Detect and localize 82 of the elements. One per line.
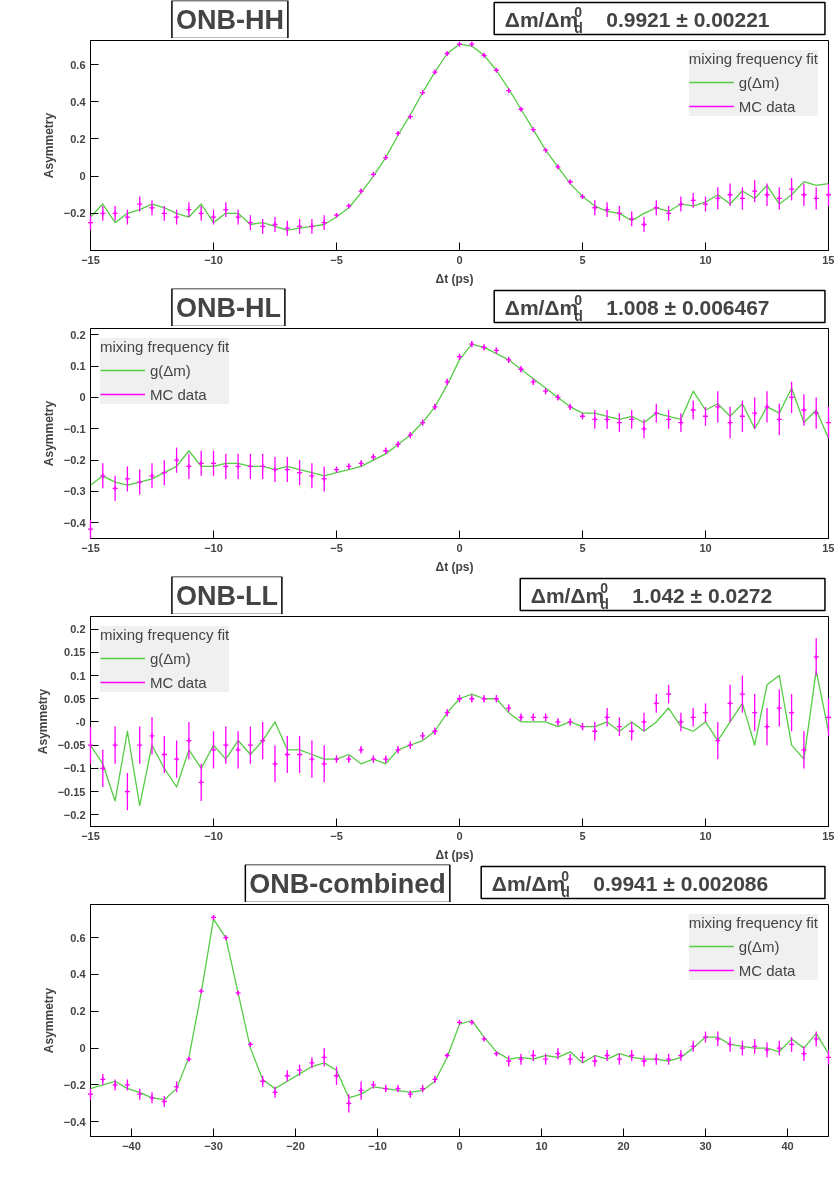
x-tick-label: −5 <box>330 253 343 266</box>
y-axis-title: Asymmetry <box>41 112 56 179</box>
y-tick-label: 0.4 <box>70 968 87 981</box>
x-tick-label: −10 <box>368 1139 387 1152</box>
y-tick-label: 0.4 <box>70 95 87 108</box>
legend-label: MC data <box>738 961 796 979</box>
x-tick-label: 5 <box>579 541 586 554</box>
y-axis-title: Asymmetry <box>41 400 56 467</box>
x-tick-label: −30 <box>204 1139 223 1152</box>
x-tick-label: −10 <box>204 541 223 554</box>
x-tick-label: 5 <box>579 253 586 266</box>
x-tick-label: −15 <box>81 253 100 266</box>
y-tick-label: −0.3 <box>63 485 86 498</box>
legend-label: g(Δm) <box>738 937 780 955</box>
legend-title: mixing frequency fit <box>688 914 818 931</box>
legend-label: g(Δm) <box>738 73 780 91</box>
line-series <box>90 670 829 807</box>
y-tick-label: 0 <box>79 391 86 404</box>
y-tick-label: 0.1 <box>70 360 86 373</box>
chart-title: ONB-HL <box>175 292 281 323</box>
y-axis-title: Asymmetry <box>35 688 50 755</box>
x-tick-label: 20 <box>617 1139 630 1152</box>
y-tick-label: −0.15 <box>57 785 86 798</box>
x-tick-label: 10 <box>699 541 712 554</box>
chart-title: ONB-combined <box>249 868 446 899</box>
y-tick-label: 0.2 <box>70 328 86 341</box>
legend-title: mixing frequency fit <box>688 50 818 67</box>
y-tick-label: −0.2 <box>63 1078 86 1091</box>
legend-label: g(Δm) <box>150 649 191 667</box>
x-axis-title: Δt (ps) <box>435 559 474 574</box>
y-axis-title: Asymmetry <box>41 987 56 1054</box>
x-tick-label: 30 <box>699 1139 712 1152</box>
y-tick-label: 0.6 <box>70 931 86 944</box>
x-tick-label: 5 <box>579 829 586 842</box>
chart-title: ONB-HH <box>175 4 284 35</box>
legend-title: mixing frequency fit <box>100 626 230 643</box>
x-tick-label: 0 <box>456 253 463 266</box>
x-tick-label: 15 <box>822 253 834 266</box>
x-tick-label: −40 <box>122 1139 141 1152</box>
y-tick-label: 0.2 <box>70 133 86 145</box>
legend-label: MC data <box>150 673 207 691</box>
line-series <box>90 343 829 486</box>
y-tick-label: -0 <box>75 715 86 728</box>
x-tick-label: 15 <box>822 829 834 842</box>
y-tick-label: 0.15 <box>64 646 86 659</box>
y-tick-label: −0.4 <box>63 1115 87 1128</box>
x-tick-label: −10 <box>204 253 223 266</box>
x-tick-label: 40 <box>781 1139 794 1152</box>
legend-label: MC data <box>150 385 207 403</box>
y-tick-label: 0.1 <box>70 669 86 682</box>
x-tick-label: 0 <box>456 1139 463 1152</box>
x-tick-label: −10 <box>204 829 223 842</box>
y-tick-label: 0.2 <box>70 623 86 636</box>
y-tick-label: −0.1 <box>63 422 86 435</box>
y-tick-label: −0.2 <box>63 454 86 467</box>
x-tick-label: 15 <box>822 541 834 554</box>
x-tick-label: 10 <box>535 1139 548 1152</box>
y-tick-label: −0.05 <box>57 739 86 752</box>
x-tick-label: 0 <box>456 541 463 554</box>
x-tick-label: 10 <box>699 829 712 842</box>
x-tick-label: −5 <box>330 541 343 554</box>
y-tick-label: −0.4 <box>63 516 87 529</box>
y-tick-label: 0.2 <box>70 1005 86 1018</box>
x-tick-label: 10 <box>699 253 712 266</box>
x-axis-title: Δt (ps) <box>435 271 474 286</box>
y-tick-label: 0 <box>79 170 86 183</box>
legend-label: g(Δm) <box>150 361 191 379</box>
x-axis-title: Δt (ps) <box>435 847 474 862</box>
y-tick-label: 0.6 <box>70 58 86 71</box>
y-tick-label: 0.05 <box>64 692 86 705</box>
legend-label: MC data <box>738 97 796 115</box>
chart-title: ONB-LL <box>175 580 278 611</box>
y-tick-label: −0.1 <box>63 762 86 775</box>
x-tick-label: −20 <box>286 1139 305 1152</box>
x-tick-label: 0 <box>456 829 463 842</box>
y-tick-label: −0.2 <box>63 808 86 821</box>
x-tick-label: −5 <box>330 829 343 842</box>
x-tick-label: −15 <box>81 541 100 554</box>
y-tick-label: 0 <box>79 1042 86 1055</box>
legend-title: mixing frequency fit <box>100 338 230 355</box>
x-tick-label: −15 <box>81 829 100 842</box>
y-tick-label: −0.2 <box>63 207 86 220</box>
